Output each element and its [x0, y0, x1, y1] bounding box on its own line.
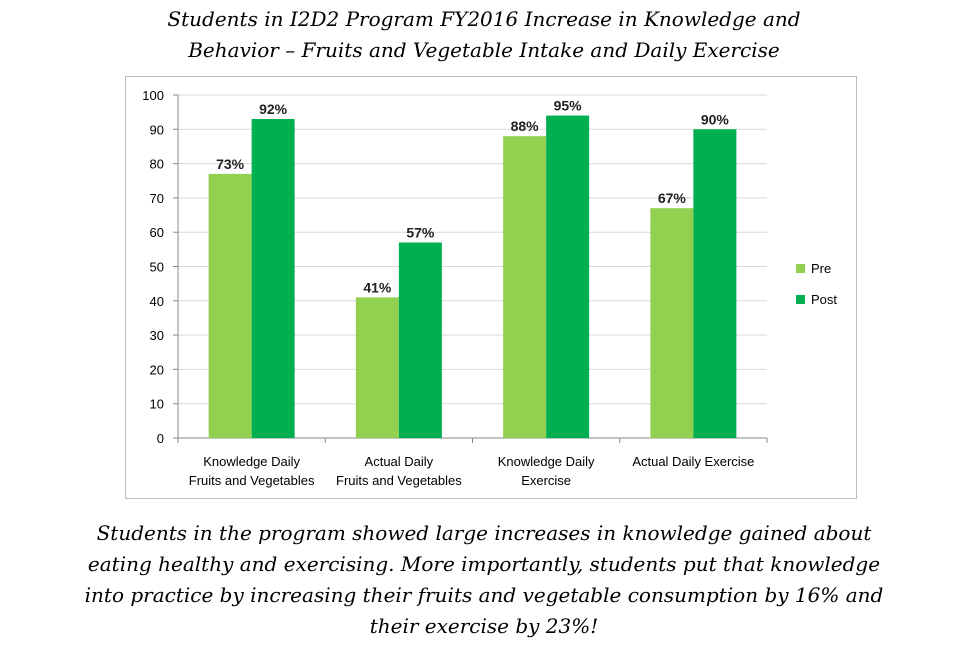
y-tick-label: 60	[150, 225, 164, 240]
y-tick-label: 40	[150, 294, 164, 309]
caption-line-4: their exercise by 23%!	[369, 614, 599, 638]
chart-title-line-1: Students in I2D2 Program FY2016 Increase…	[167, 7, 801, 31]
data-label: 95%	[554, 98, 583, 114]
y-tick-label: 80	[150, 157, 164, 172]
x-tick-label: Knowledge Daily	[203, 454, 300, 469]
x-tick-label: Knowledge Daily	[498, 454, 595, 469]
legend-swatch-post	[796, 295, 805, 304]
y-tick-label: 30	[150, 328, 164, 343]
y-tick-label: 50	[150, 260, 164, 275]
x-tick-label: Actual Daily Exercise	[632, 454, 754, 469]
data-label: 41%	[363, 279, 392, 295]
bar-post	[398, 242, 442, 438]
legend-label-post: Post	[811, 292, 837, 307]
x-tick-label: Actual Daily	[365, 454, 434, 469]
summary-caption: Students in the program showed large inc…	[0, 518, 968, 642]
data-label: 92%	[259, 101, 288, 117]
bar-pre	[355, 297, 399, 438]
bar-pre	[208, 173, 252, 438]
legend-swatch-pre	[796, 264, 805, 273]
caption-line-3: into practice by increasing their fruits…	[84, 583, 884, 607]
x-tick-label: Fruits and Vegetables	[189, 473, 315, 488]
caption-line-2: eating healthy and exercising. More impo…	[87, 552, 881, 576]
legend-label-pre: Pre	[811, 261, 831, 276]
bar-pre	[650, 208, 694, 438]
chart-title-line-2: Behavior – Fruits and Vegetable Intake a…	[188, 38, 780, 62]
y-tick-label: 20	[150, 362, 164, 377]
y-tick-label: 0	[157, 431, 164, 446]
caption-line-1: Students in the program showed large inc…	[96, 521, 872, 545]
bar-post	[251, 119, 295, 438]
y-tick-label: 90	[150, 122, 164, 137]
data-label: 90%	[701, 111, 730, 127]
bar-pre	[503, 136, 547, 438]
x-tick-label: Exercise	[521, 473, 571, 488]
x-tick-label: Fruits and Vegetables	[336, 473, 462, 488]
data-label: 88%	[511, 118, 540, 134]
y-tick-label: 70	[150, 191, 164, 206]
y-tick-label: 10	[150, 397, 164, 412]
data-label: 57%	[406, 224, 435, 240]
data-label: 73%	[216, 156, 245, 172]
y-tick-label: 100	[142, 88, 164, 103]
bar-post	[693, 129, 737, 439]
bar-post	[546, 115, 590, 438]
data-label: 67%	[658, 190, 687, 206]
chart-title: Students in I2D2 Program FY2016 Increase…	[0, 4, 968, 66]
